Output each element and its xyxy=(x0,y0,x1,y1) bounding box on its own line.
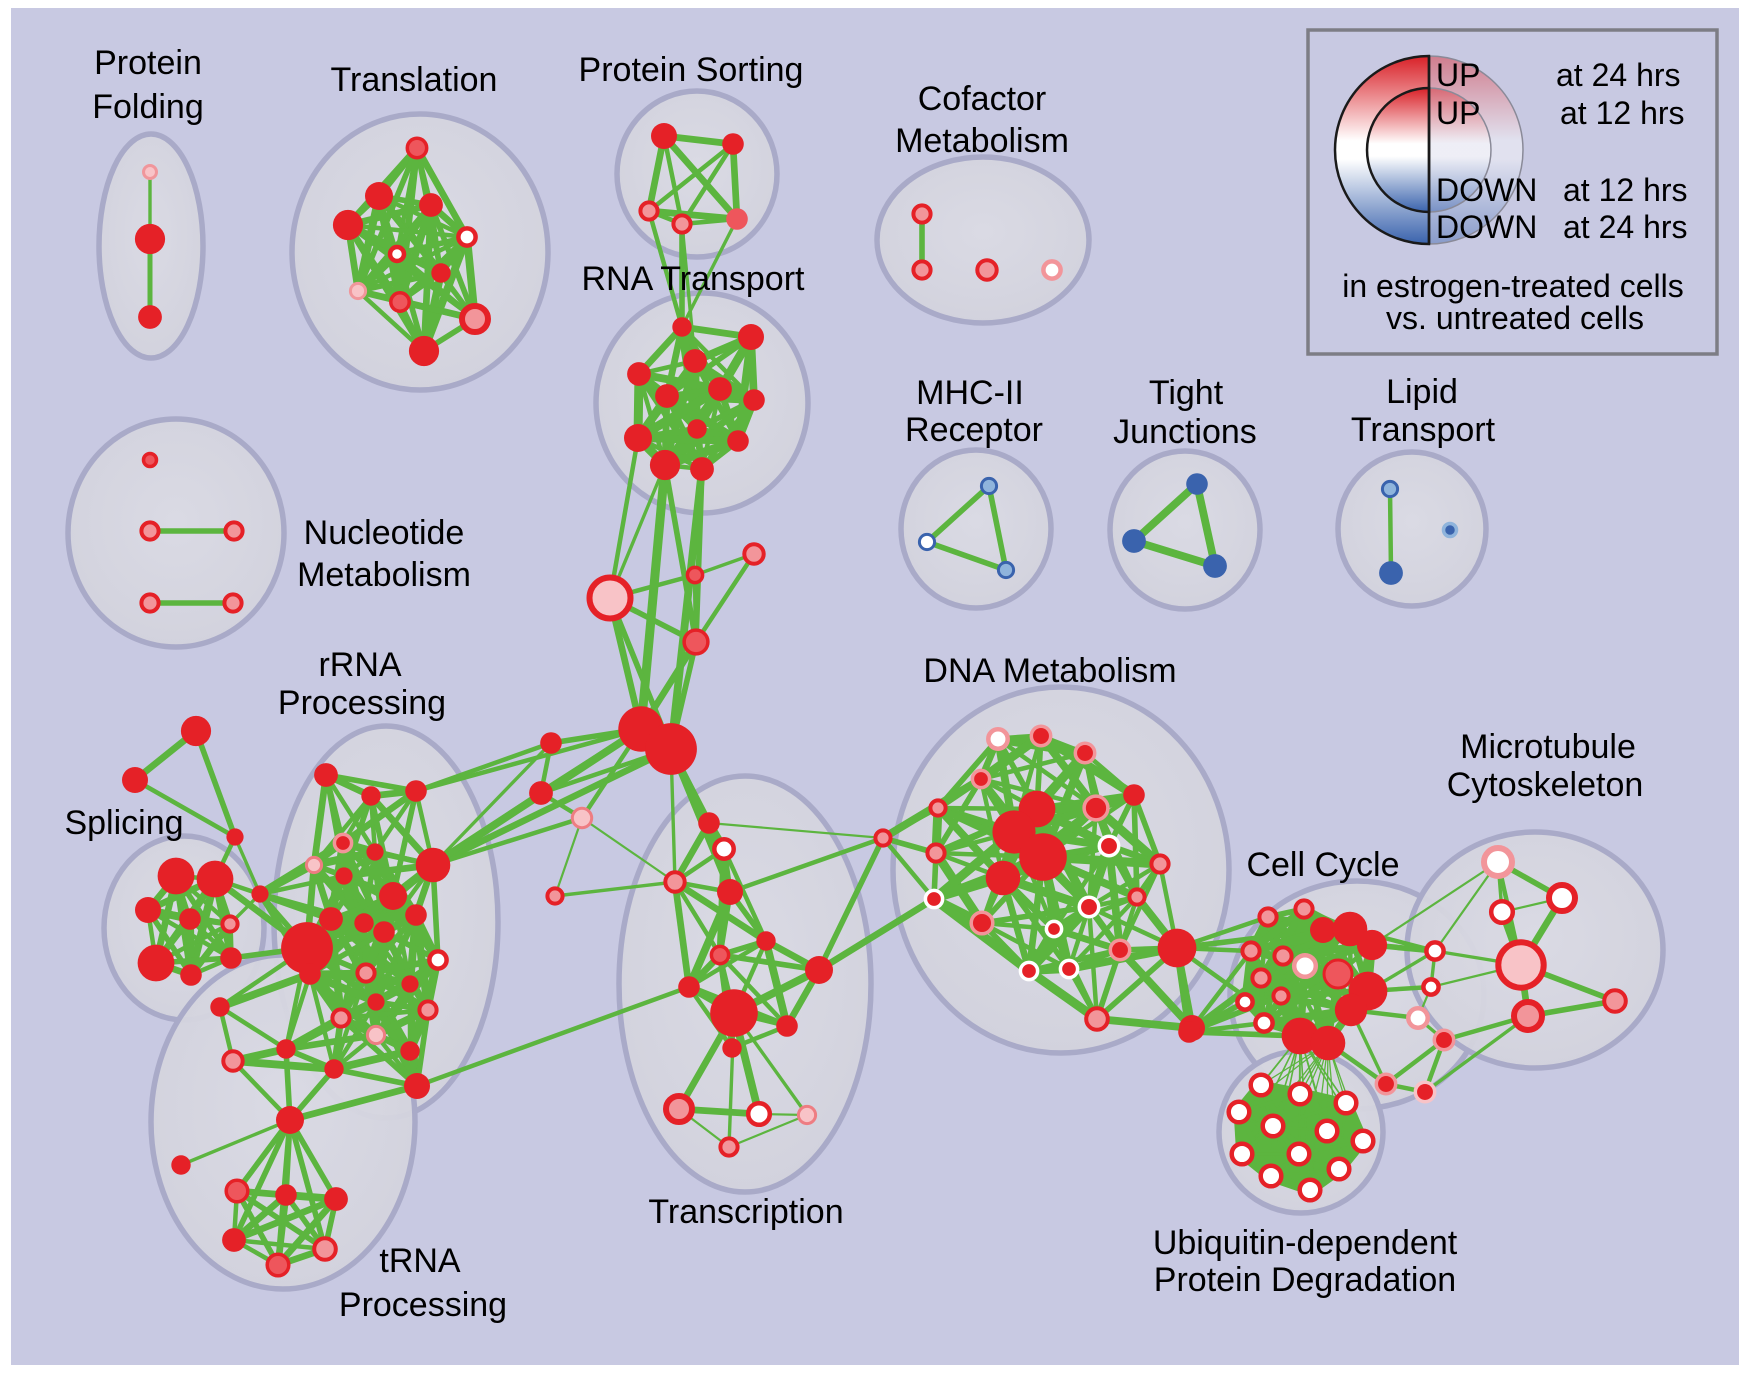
svg-text:Processing: Processing xyxy=(278,684,446,722)
svg-text:at 12 hrs: at 12 hrs xyxy=(1560,95,1685,131)
svg-text:Processing: Processing xyxy=(339,1286,507,1324)
svg-text:at 24 hrs: at 24 hrs xyxy=(1563,209,1688,245)
svg-text:Translation: Translation xyxy=(331,61,498,99)
svg-text:Cytoskeleton: Cytoskeleton xyxy=(1447,766,1644,804)
svg-text:RNA Transport: RNA Transport xyxy=(582,260,806,298)
svg-text:Nucleotide: Nucleotide xyxy=(304,514,465,552)
svg-text:Metabolism: Metabolism xyxy=(895,122,1069,160)
svg-text:Microtubule: Microtubule xyxy=(1460,728,1636,766)
svg-text:Lipid: Lipid xyxy=(1386,373,1458,411)
svg-text:Transcription: Transcription xyxy=(648,1193,843,1231)
svg-text:Transport: Transport xyxy=(1351,411,1496,449)
svg-text:tRNA: tRNA xyxy=(379,1242,461,1280)
svg-text:UP: UP xyxy=(1436,57,1480,93)
svg-text:Receptor: Receptor xyxy=(905,411,1043,449)
svg-text:Cofactor: Cofactor xyxy=(918,80,1047,118)
svg-text:DOWN: DOWN xyxy=(1436,209,1537,245)
svg-text:at 24 hrs: at 24 hrs xyxy=(1556,57,1681,93)
svg-text:DOWN: DOWN xyxy=(1436,172,1537,208)
svg-text:Folding: Folding xyxy=(92,88,204,126)
svg-text:vs. untreated cells: vs. untreated cells xyxy=(1386,300,1644,336)
svg-text:Protein Sorting: Protein Sorting xyxy=(579,51,804,89)
svg-text:DNA Metabolism: DNA Metabolism xyxy=(923,652,1176,690)
svg-text:Protein Degradation: Protein Degradation xyxy=(1154,1261,1456,1299)
svg-text:Cell Cycle: Cell Cycle xyxy=(1246,846,1399,884)
svg-text:Protein: Protein xyxy=(94,44,202,82)
svg-text:Metabolism: Metabolism xyxy=(297,556,471,594)
svg-text:MHC-II: MHC-II xyxy=(916,374,1024,412)
svg-text:Splicing: Splicing xyxy=(64,804,183,842)
svg-text:Tight: Tight xyxy=(1149,374,1224,412)
svg-text:rRNA: rRNA xyxy=(318,646,401,684)
svg-text:at 12 hrs: at 12 hrs xyxy=(1563,172,1688,208)
svg-text:UP: UP xyxy=(1436,95,1480,131)
svg-text:Ubiquitin-dependent: Ubiquitin-dependent xyxy=(1153,1224,1458,1262)
svg-text:in estrogen-treated cells: in estrogen-treated cells xyxy=(1342,268,1684,304)
svg-text:Junctions: Junctions xyxy=(1113,413,1257,451)
